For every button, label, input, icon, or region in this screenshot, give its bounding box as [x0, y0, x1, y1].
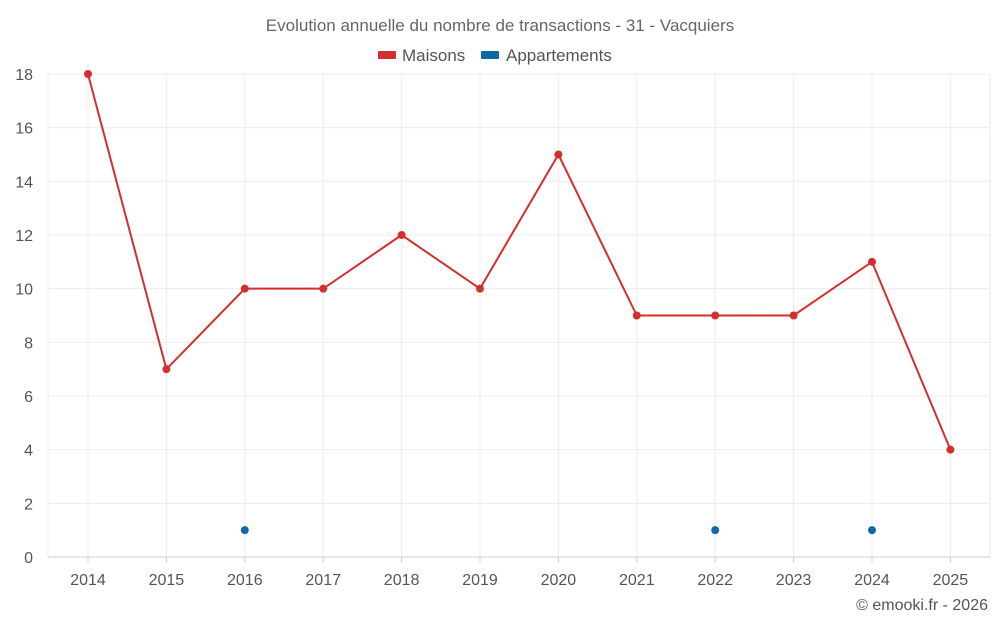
y-tick-label: 12 — [15, 228, 33, 245]
data-point-maisons[interactable] — [240, 284, 249, 293]
y-tick-label: 14 — [15, 174, 33, 191]
y-tick-label: 2 — [24, 496, 33, 513]
data-point-maisons[interactable] — [868, 257, 876, 266]
legend-swatch-appartements — [481, 51, 499, 59]
y-tick-label: 4 — [24, 443, 33, 460]
data-point-maisons[interactable] — [476, 284, 484, 293]
legend-item-appartements[interactable]: Appartements — [481, 46, 612, 65]
y-tick-label: 10 — [15, 282, 33, 299]
y-tick-label: 6 — [24, 389, 33, 406]
legend-swatch-maisons — [378, 51, 396, 59]
series-line-maisons — [87, 73, 952, 451]
legend: Maisons Appartements — [378, 46, 612, 65]
x-tick-label: 2020 — [541, 572, 577, 589]
x-tick-label: 2017 — [305, 572, 341, 589]
data-point-maisons[interactable] — [789, 311, 798, 320]
grid — [47, 73, 991, 557]
data-point-appartements[interactable] — [240, 526, 249, 535]
y-tick-label: 18 — [15, 67, 33, 84]
x-tick-label: 2016 — [227, 572, 263, 589]
series-maisons — [84, 70, 955, 454]
y-tick-label: 0 — [24, 550, 33, 567]
x-tick-label: 2018 — [384, 572, 420, 589]
data-point-maisons[interactable] — [946, 445, 955, 454]
chart-title: Evolution annuelle du nombre de transact… — [266, 16, 734, 35]
x-tick-label: 2022 — [697, 572, 733, 589]
data-point-maisons[interactable] — [711, 311, 720, 320]
x-tick-label: 2024 — [854, 572, 890, 589]
x-tick-label: 2015 — [149, 572, 185, 589]
series — [84, 70, 955, 535]
credit-text: © emooki.fr - 2026 — [856, 597, 988, 614]
legend-item-maisons[interactable]: Maisons — [378, 46, 465, 65]
y-tick-label: 8 — [24, 335, 33, 352]
axes: 0 2 4 6 8 10 12 14 16 18 2014 2015 2016 2017 2018 2019 2… — [15, 67, 990, 589]
x-tick-label: 2025 — [933, 572, 969, 589]
y-tick-label: 16 — [15, 121, 33, 138]
data-point-maisons[interactable] — [632, 311, 641, 320]
data-point-maisons[interactable] — [162, 365, 171, 374]
x-tick-label: 2021 — [619, 572, 655, 589]
x-tick-label: 2023 — [776, 572, 812, 589]
x-tick-label: 2014 — [70, 572, 106, 589]
data-point-maisons[interactable] — [84, 70, 92, 78]
data-point-maisons[interactable] — [319, 284, 328, 293]
data-point-appartements[interactable] — [711, 526, 720, 535]
data-point-maisons[interactable] — [554, 150, 563, 159]
data-point-appartements[interactable] — [868, 526, 876, 535]
data-point-maisons[interactable] — [397, 231, 406, 239]
x-tick-label: 2019 — [462, 572, 498, 589]
legend-label-maisons: Maisons — [402, 46, 465, 65]
series-appartements — [240, 526, 876, 535]
legend-label-appartements: Appartements — [506, 46, 612, 65]
